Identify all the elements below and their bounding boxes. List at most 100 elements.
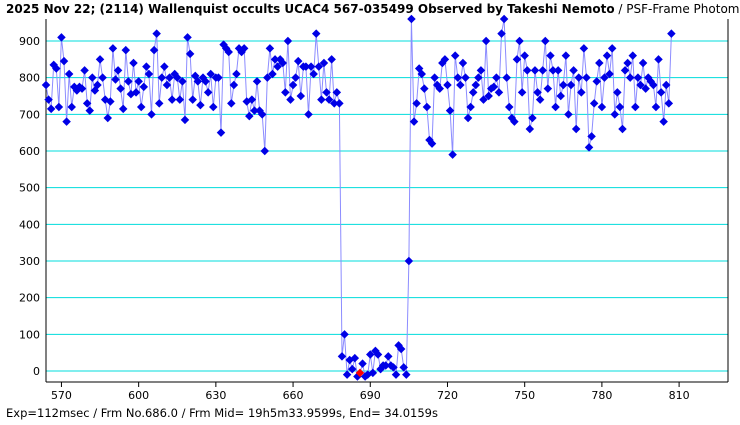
data-point: [206, 69, 215, 79]
x-tick-label: 750: [514, 389, 535, 402]
data-point: [178, 77, 187, 86]
data-point: [443, 80, 452, 90]
data-point: [46, 104, 56, 114]
data-point: [656, 88, 666, 97]
data-point: [595, 58, 604, 68]
data-point: [98, 73, 107, 82]
data-point: [463, 113, 473, 123]
data-point: [57, 33, 66, 42]
data-point: [227, 99, 236, 108]
data-point: [162, 80, 172, 90]
data-point: [461, 73, 470, 82]
light-curve-chart: 0 100 200 300 400 500 600 700 800 900 570 600 630 660…: [19, 14, 729, 402]
data-point: [111, 75, 120, 84]
y-tick-label: 300: [19, 255, 40, 268]
data-point: [458, 58, 468, 68]
series-line: [45, 18, 672, 378]
data-point: [481, 36, 491, 46]
data-point: [129, 58, 138, 68]
highlighted-data-point: [355, 368, 365, 378]
data-point: [167, 95, 177, 104]
data-point: [422, 102, 432, 112]
data-point: [52, 64, 61, 73]
y-tick-label: 100: [19, 328, 40, 341]
data-point: [450, 51, 460, 60]
data-point: [541, 36, 550, 46]
data-point: [373, 350, 383, 359]
data-point: [409, 117, 419, 126]
y-tick-label: 600: [19, 145, 40, 158]
data-point: [252, 77, 262, 86]
data-point: [41, 80, 51, 90]
data-point: [494, 88, 504, 97]
data-point: [319, 58, 329, 68]
data-point: [142, 62, 151, 71]
data-point: [499, 14, 509, 24]
data-point: [324, 95, 334, 104]
data-point: [407, 14, 416, 24]
x-tick-label: 600: [128, 389, 149, 402]
data-point: [245, 111, 254, 121]
data-point: [396, 344, 406, 354]
data-point: [368, 368, 378, 378]
data-point: [618, 124, 627, 134]
data-point: [209, 102, 218, 112]
data-point: [381, 361, 390, 370]
data-point: [479, 95, 488, 104]
y-tick-label: 700: [19, 108, 40, 121]
data-point: [584, 143, 594, 152]
data-point: [247, 95, 257, 104]
data-point: [136, 102, 146, 112]
data-point: [173, 73, 182, 82]
data-point: [278, 58, 288, 68]
data-point: [95, 55, 105, 64]
chart-title-main: 2025 Nov 22; (2114) Wallenquist occults …: [6, 2, 615, 16]
y-tick-label: 0: [33, 365, 40, 378]
data-point: [134, 77, 143, 86]
data-point: [283, 36, 293, 46]
data-point: [474, 73, 483, 82]
data-point: [625, 73, 635, 82]
data-point: [281, 88, 290, 97]
data-point: [260, 146, 269, 156]
data-point: [82, 99, 92, 108]
data-point: [144, 69, 154, 79]
data-point: [268, 69, 277, 79]
x-tick-label: 660: [283, 389, 304, 402]
data-point: [147, 110, 156, 119]
data-point: [517, 88, 527, 97]
data-point: [157, 73, 167, 82]
data-point: [571, 124, 581, 134]
data-point: [538, 66, 547, 75]
data-point: [193, 77, 203, 86]
data-point: [322, 88, 331, 97]
data-point: [286, 95, 295, 104]
x-tick-label: 810: [669, 389, 690, 402]
data-point: [399, 363, 408, 372]
data-point: [358, 359, 367, 368]
data-point: [420, 84, 429, 93]
data-point: [165, 73, 174, 82]
data-point: [505, 102, 514, 112]
data-point: [332, 88, 342, 97]
data-point: [106, 97, 115, 106]
data-point: [203, 88, 213, 97]
data-point: [263, 73, 272, 82]
data-point: [582, 73, 591, 82]
data-point: [180, 115, 190, 125]
data-point: [453, 73, 463, 82]
data-point: [188, 95, 197, 104]
data-point: [214, 73, 223, 82]
data-point: [116, 84, 125, 93]
data-point: [250, 106, 259, 115]
data-point: [607, 44, 617, 53]
data-point: [561, 51, 571, 60]
data-point: [543, 84, 553, 93]
data-point: [77, 84, 87, 93]
data-point: [654, 55, 663, 64]
data-point: [384, 352, 393, 361]
x-tick-label: 780: [591, 389, 612, 402]
data-point: [471, 80, 481, 90]
data-point: [64, 69, 74, 79]
data-point: [589, 99, 599, 108]
